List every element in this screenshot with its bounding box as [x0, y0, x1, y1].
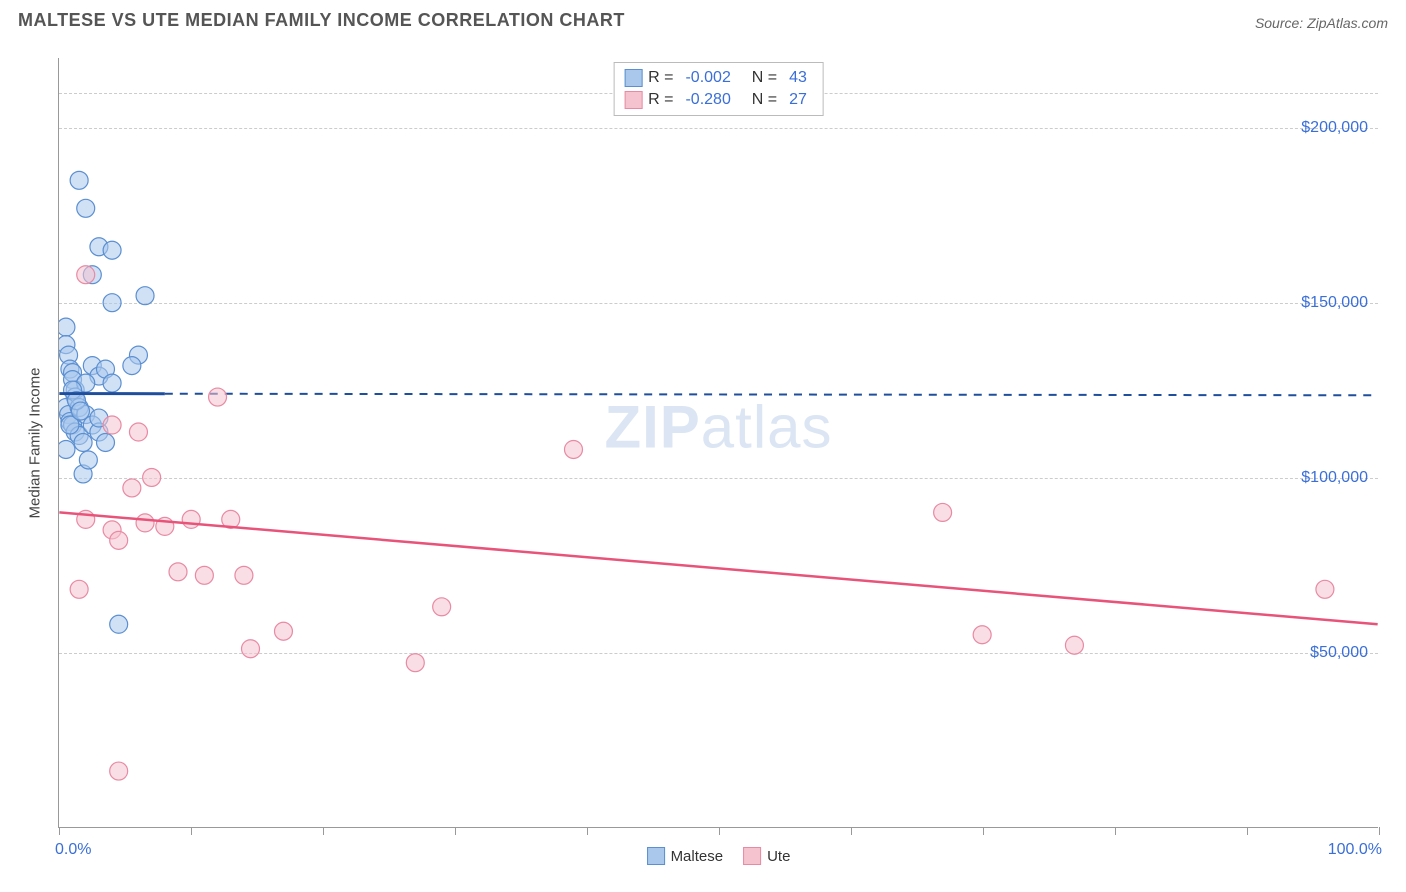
legend-swatch	[624, 69, 642, 87]
x-tick	[1115, 827, 1116, 835]
plot-area: ZIPatlas R = -0.002 N = 43 R = -0.280 N …	[58, 58, 1378, 828]
y-tick-label: $50,000	[1310, 644, 1368, 662]
legend-swatch	[624, 91, 642, 109]
correlation-legend-row: R = -0.280 N = 27	[624, 89, 813, 111]
legend-label: Ute	[767, 848, 790, 865]
x-tick	[719, 827, 720, 835]
gridline	[59, 478, 1378, 479]
x-axis-label-left: 0.0%	[55, 841, 91, 859]
legend-swatch	[647, 847, 665, 865]
y-tick-label: $150,000	[1301, 294, 1368, 312]
x-tick	[323, 827, 324, 835]
legend-label: Maltese	[671, 848, 724, 865]
chart-title: MALTESE VS UTE MEDIAN FAMILY INCOME CORR…	[18, 10, 625, 31]
correlation-legend-row: R = -0.002 N = 43	[624, 67, 813, 89]
x-tick	[1247, 827, 1248, 835]
x-tick	[1379, 827, 1380, 835]
watermark: ZIPatlas	[604, 393, 832, 462]
legend-swatch	[743, 847, 761, 865]
source-label: Source: ZipAtlas.com	[1255, 15, 1388, 31]
gridline	[59, 653, 1378, 654]
series-legend-item: Ute	[743, 847, 790, 865]
correlation-legend: R = -0.002 N = 43 R = -0.280 N = 27	[613, 62, 824, 116]
gridline	[59, 303, 1378, 304]
x-axis-label-right: 100.0%	[1328, 841, 1382, 859]
series-legend: Maltese Ute	[647, 847, 791, 865]
y-tick-label: $100,000	[1301, 469, 1368, 487]
x-tick	[587, 827, 588, 835]
x-tick	[191, 827, 192, 835]
series-legend-item: Maltese	[647, 847, 724, 865]
y-axis-title: Median Family Income	[27, 367, 44, 518]
x-tick	[851, 827, 852, 835]
x-tick	[59, 827, 60, 835]
gridline	[59, 128, 1378, 129]
x-tick	[983, 827, 984, 835]
chart-container: ZIPatlas R = -0.002 N = 43 R = -0.280 N …	[18, 44, 1388, 844]
y-tick-label: $200,000	[1301, 119, 1368, 137]
scatter-svg	[59, 58, 1378, 827]
x-tick	[455, 827, 456, 835]
